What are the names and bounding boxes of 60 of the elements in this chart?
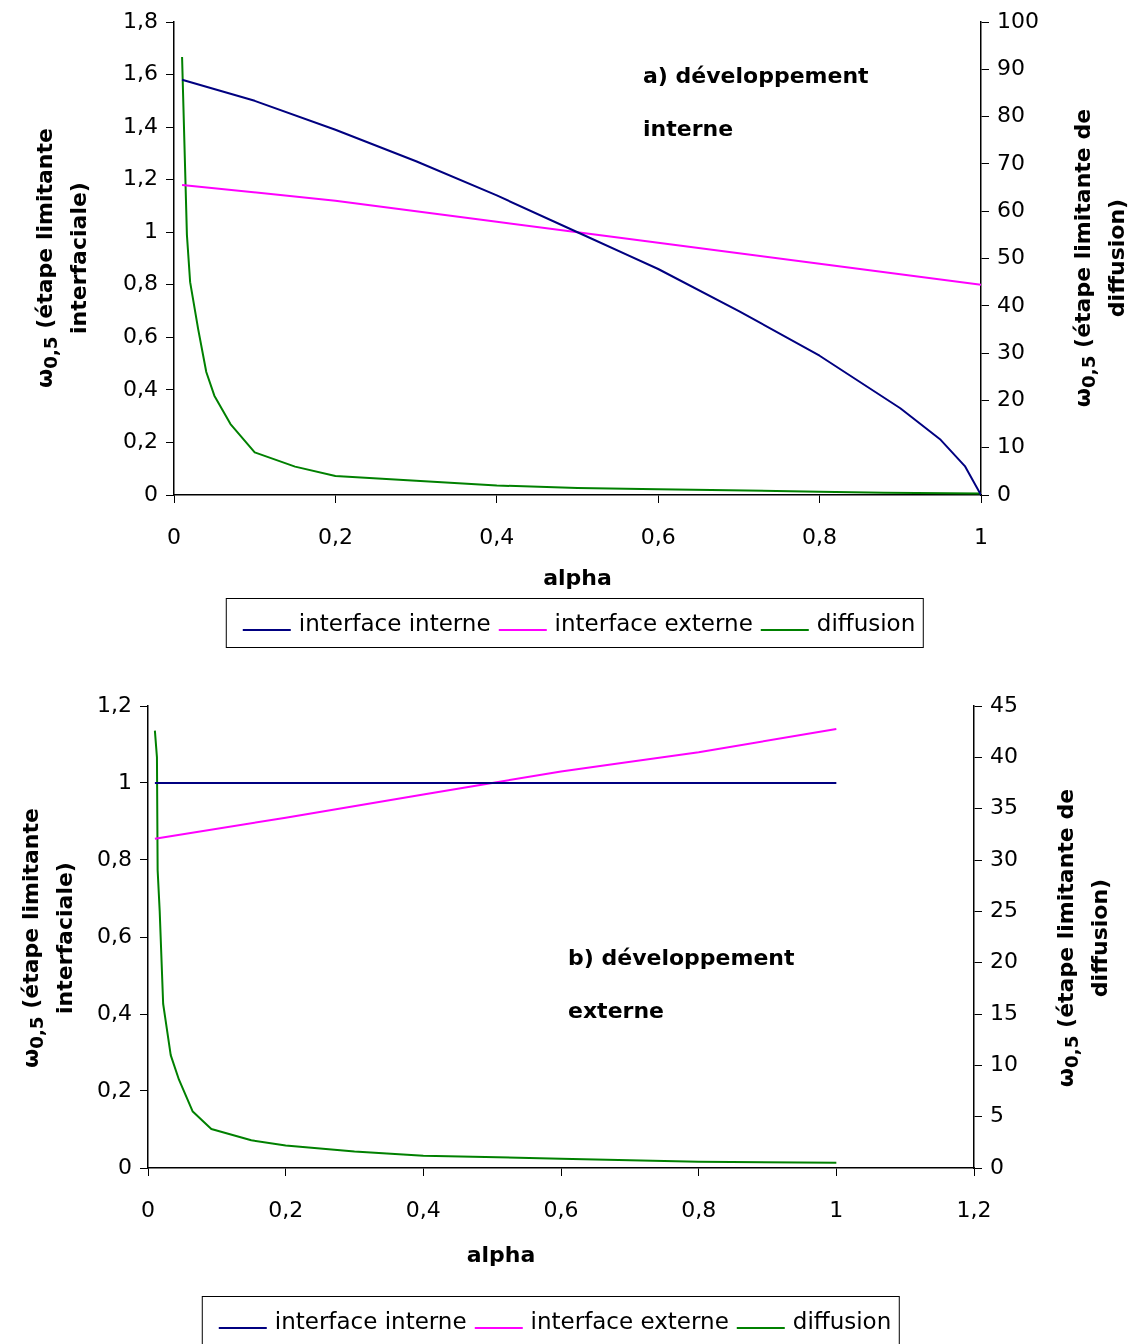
y-tick-label: 0	[118, 1153, 132, 1179]
y2-tick-label: 30	[997, 338, 1025, 364]
y2-tick-label: 0	[990, 1153, 1004, 1179]
y2-tick-label: 70	[997, 149, 1025, 175]
y-tick-label: 1,2	[123, 165, 158, 191]
x-tick-label: 0,2	[268, 1196, 304, 1222]
y-tick-label: 1,2	[97, 691, 132, 717]
y2-tick-label: 80	[997, 102, 1025, 128]
x-tick-label: 0,4	[479, 523, 515, 549]
y-tick-label: 0,6	[97, 922, 132, 948]
y-tick-label: 0,8	[123, 270, 158, 296]
x-axis-title: alpha	[543, 565, 612, 590]
text: a) développement interne	[643, 63, 869, 141]
y2-tick-label: 40	[997, 291, 1025, 317]
y2-tick-label: 100	[997, 7, 1039, 33]
y2-tick-label: 40	[990, 743, 1018, 769]
y2-tick-label: 20	[990, 948, 1018, 974]
legend-label: interface interne	[273, 1308, 467, 1334]
y2-tick-label: 60	[997, 196, 1025, 222]
legend-label: interface externe	[553, 610, 753, 636]
x-tick-label: 1	[974, 523, 988, 549]
x-tick-label: 0,4	[405, 1196, 441, 1222]
y2-tick-label: 15	[990, 999, 1018, 1025]
x-tick-label: 0,6	[640, 523, 676, 549]
y-tick-label: 1,8	[123, 7, 158, 33]
x-tick-label: 0,8	[802, 523, 838, 549]
text: b) développement externe	[568, 945, 795, 1023]
y-tick-label: 0,2	[123, 428, 158, 454]
y2-tick-label: 35	[990, 794, 1018, 820]
y-tick-label: 1	[144, 217, 158, 243]
y-tick-label: 1,4	[123, 112, 158, 138]
y2-tick-label: 45	[990, 691, 1018, 717]
y2-tick-label: 90	[997, 55, 1025, 81]
x-tick-label: 0,6	[543, 1196, 579, 1222]
x-tick-label: 0,2	[317, 523, 353, 549]
y-tick-label: 1	[118, 768, 132, 794]
x-axis-title: alpha	[466, 1242, 536, 1267]
legend-label: diffusion	[815, 610, 916, 636]
y2-tick-label: 0	[997, 480, 1011, 506]
y2-tick-label: 50	[997, 244, 1025, 270]
y-tick-label: 0,6	[123, 323, 158, 349]
y-tick-label: 0,4	[97, 999, 132, 1025]
x-tick-label: 0	[167, 523, 181, 549]
y2-tick-label: 5	[990, 1102, 1004, 1128]
legend-label: diffusion	[791, 1308, 892, 1334]
y-tick-label: 0	[144, 480, 158, 506]
x-tick-label: 1	[829, 1196, 844, 1222]
y2-tick-label: 10	[990, 1051, 1018, 1077]
y-tick-label: 1,6	[123, 60, 158, 86]
y-tick-label: 0,8	[97, 845, 132, 871]
y2-tick-label: 25	[990, 897, 1018, 923]
y-tick-label: 0,2	[97, 1076, 132, 1102]
legend-label: interface interne	[297, 610, 491, 636]
y2-tick-label: 10	[997, 433, 1025, 459]
y2-tick-label: 30	[990, 845, 1018, 871]
x-tick-label: 0,8	[681, 1196, 717, 1222]
y2-tick-label: 20	[997, 386, 1025, 412]
y-tick-label: 0,4	[123, 375, 158, 401]
legend-label: interface externe	[529, 1308, 729, 1334]
x-tick-label: 1,2	[956, 1196, 992, 1222]
